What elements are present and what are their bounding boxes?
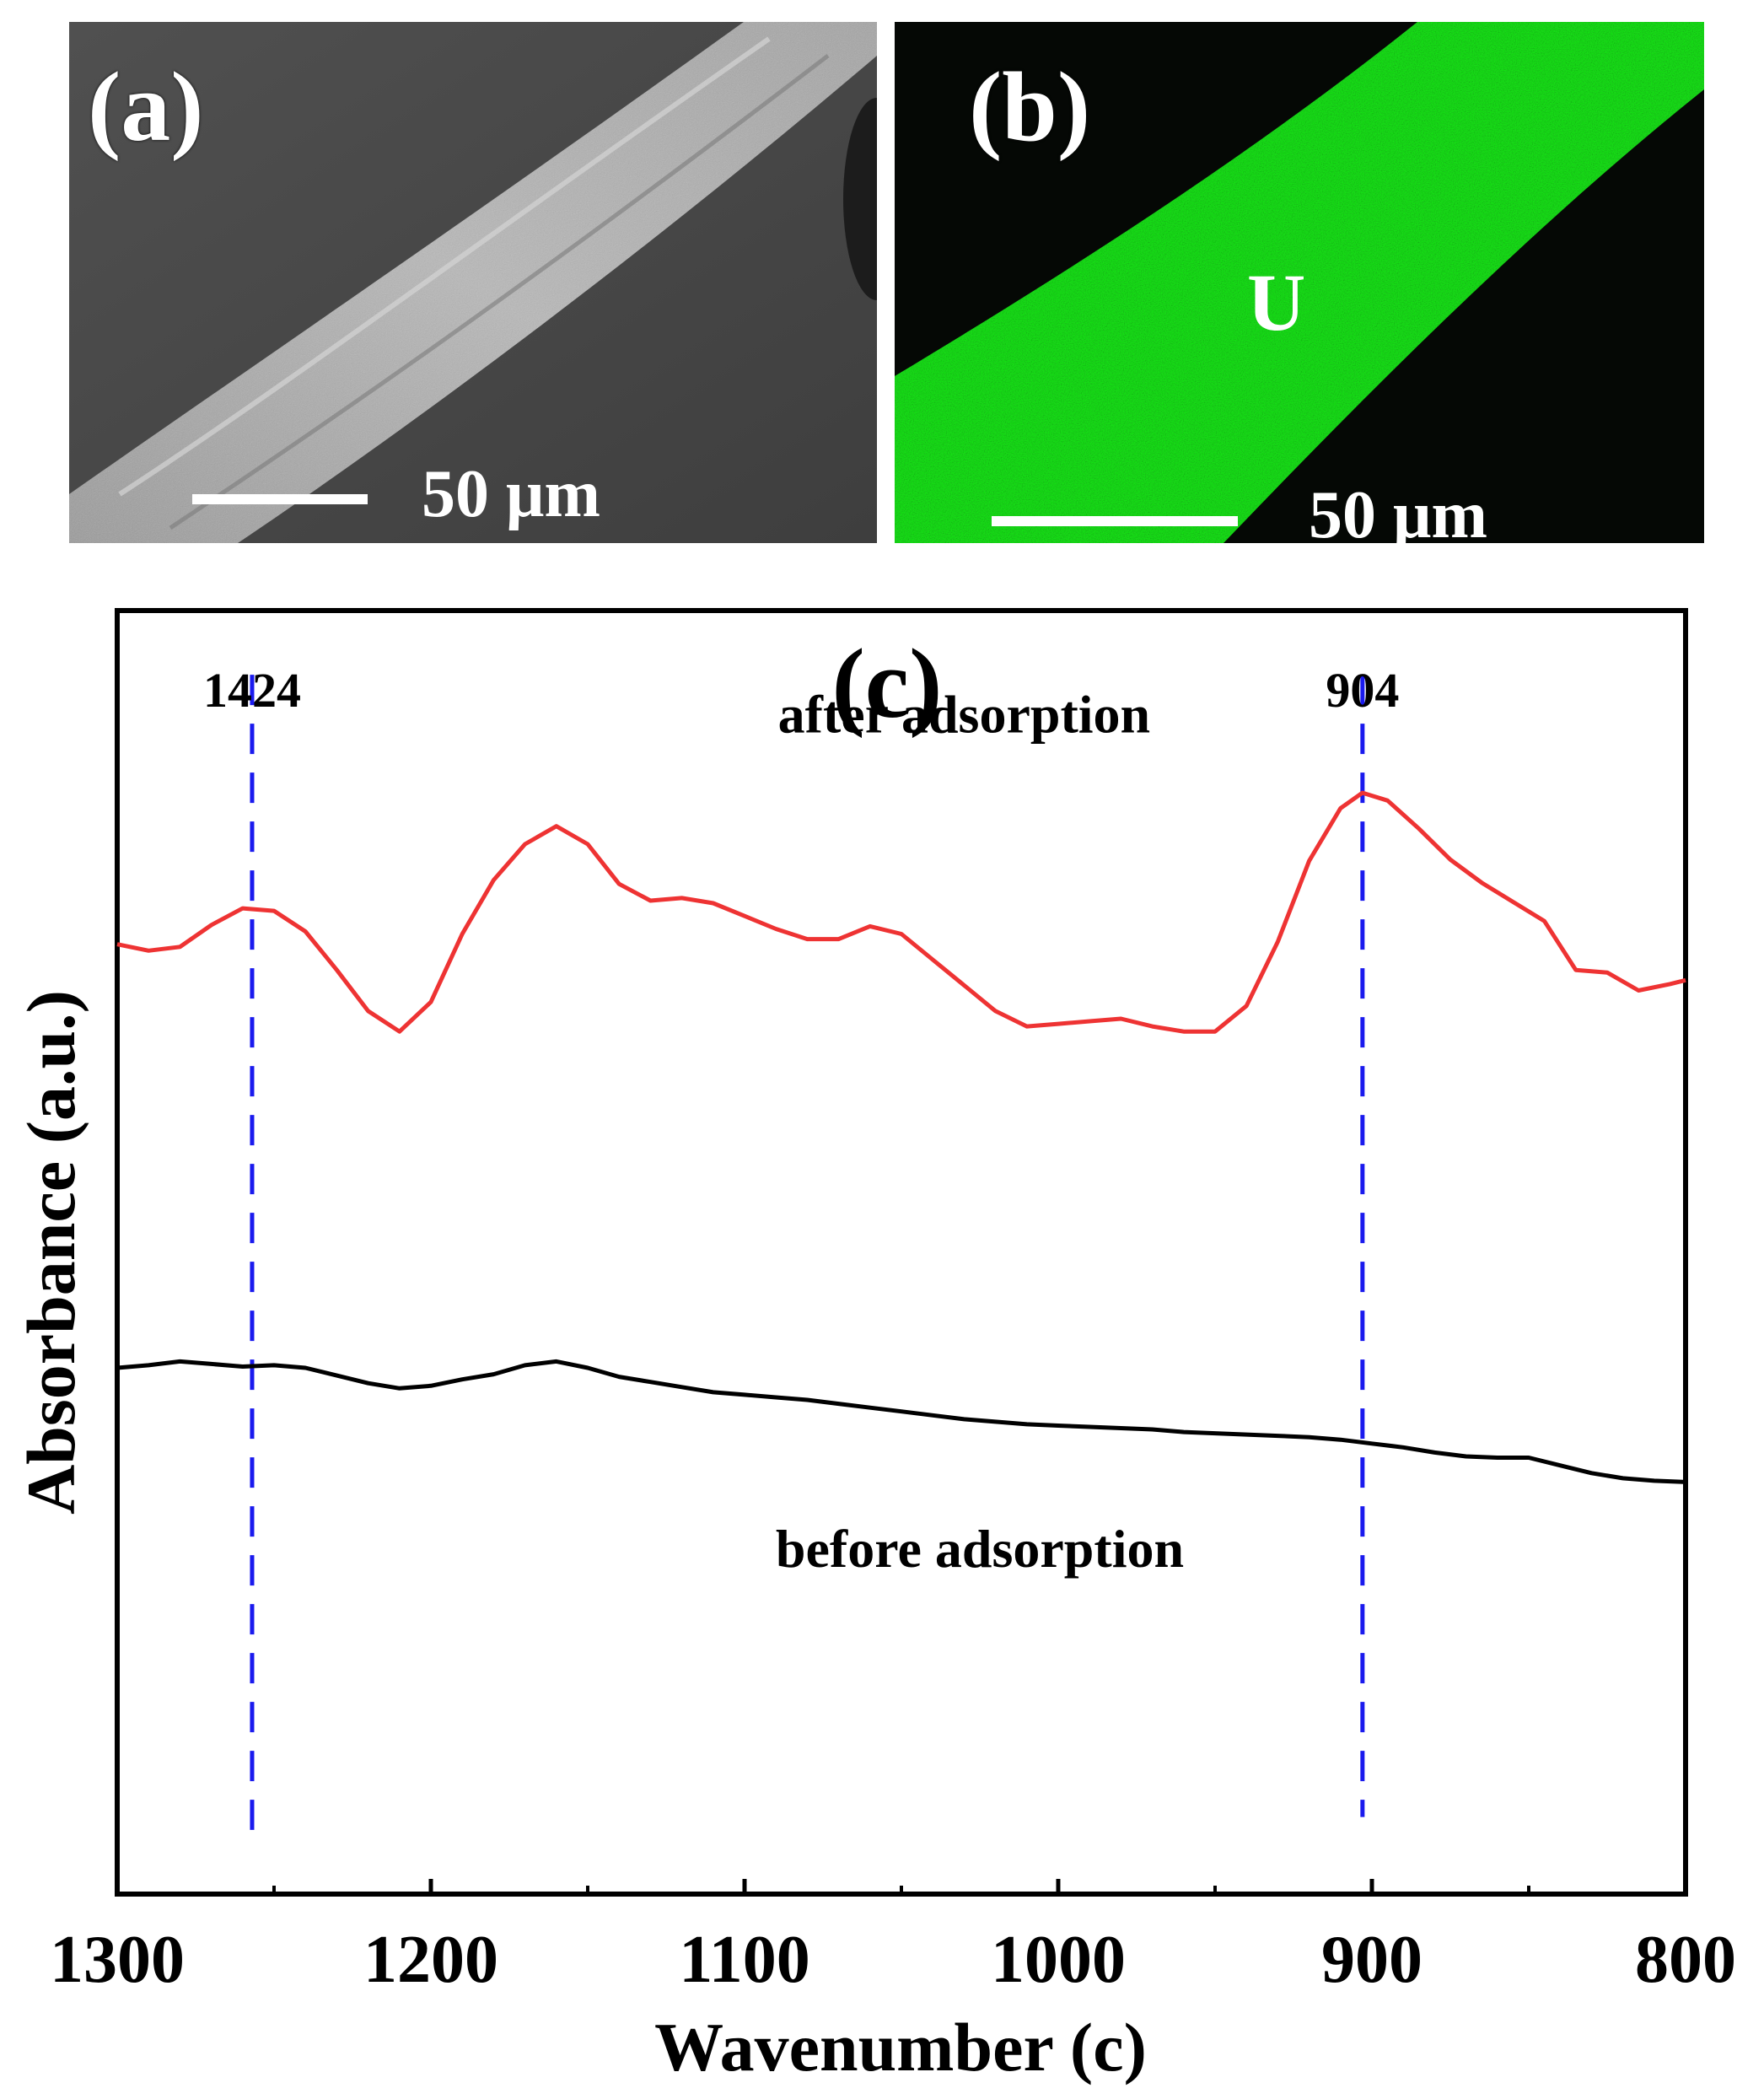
series-label: after adsorption [778, 685, 1150, 745]
panel-a-label: (a) [88, 51, 204, 162]
element-map-image [895, 22, 1704, 543]
scale-bar [992, 516, 1238, 526]
scale-bar-label: 50 μm [422, 457, 600, 531]
x-tick-label: 1000 [991, 1923, 1126, 1997]
reference-line-label: 904 [1326, 663, 1399, 718]
chart-panel-label: (c) [832, 628, 943, 739]
scale-bar-label: 50 μm [1309, 478, 1487, 543]
x-tick-label: 900 [1321, 1923, 1422, 1997]
panel-b-label: (b) [969, 51, 1091, 162]
sem-image-panel: (a) 50 μm [69, 22, 877, 543]
reference-line-label: 1424 [203, 663, 301, 718]
x-axis: 1300 1200 1100 1000 900 800 [50, 1879, 1736, 1997]
element-map-panel: (b) U 50 μm [895, 22, 1704, 543]
x-tick-label: 800 [1635, 1923, 1736, 1997]
annotations: after adsorption before adsorption [776, 685, 1184, 1579]
element-label: U [1247, 257, 1306, 347]
series-line [116, 790, 1686, 1034]
plot-frame [115, 608, 1688, 1897]
x-axis-label: Wavenumber (c) [654, 2009, 1147, 2086]
sem-image [69, 22, 877, 543]
x-tick-label: 1300 [50, 1923, 185, 1997]
series-line [116, 1359, 1686, 1484]
y-axis-label: Absorbance (a.u.) [13, 990, 89, 1515]
x-tick-label: 1100 [679, 1923, 810, 1997]
spectrum-series [116, 790, 1686, 1484]
reference-lines: 1424 904 [203, 663, 1399, 1830]
x-tick-label: 1200 [363, 1923, 498, 1997]
series-label: before adsorption [776, 1519, 1184, 1579]
scale-bar [192, 494, 368, 504]
